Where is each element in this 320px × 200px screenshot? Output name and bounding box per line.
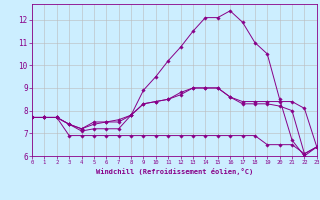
X-axis label: Windchill (Refroidissement éolien,°C): Windchill (Refroidissement éolien,°C) xyxy=(96,168,253,175)
